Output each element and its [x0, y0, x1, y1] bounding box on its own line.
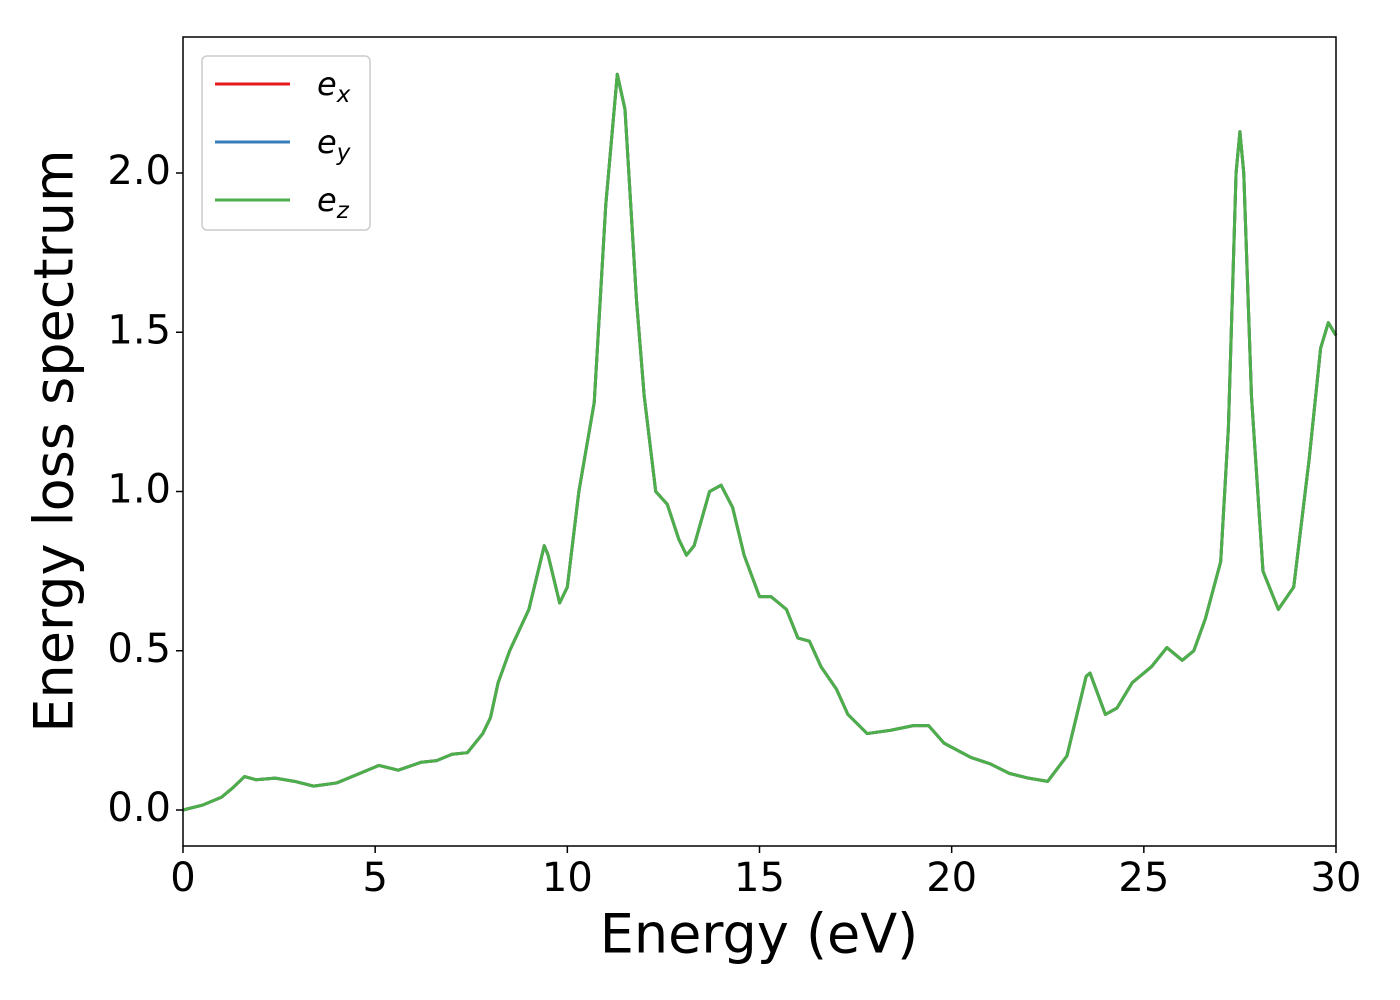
- x-tick-label: 0: [170, 855, 195, 901]
- legend-label: ez: [317, 181, 350, 224]
- x-tick-label: 20: [926, 855, 977, 901]
- x-tick-label: 30: [1311, 855, 1362, 901]
- plot-frame: [182, 36, 1337, 847]
- y-tick-label: 1.5: [107, 307, 171, 353]
- y-tick-label: 0.0: [107, 785, 171, 831]
- x-tick-label: 25: [1118, 855, 1169, 901]
- y-axis-label: Energy loss spectrum: [23, 149, 86, 732]
- x-axis-label: Energy (eV): [600, 903, 919, 966]
- y-tick-label: 1.0: [107, 467, 171, 513]
- y-tick-label: 0.5: [107, 626, 171, 672]
- x-tick-label: 10: [542, 855, 593, 901]
- y-tick-label: 2.0: [107, 148, 171, 194]
- x-tick-label: 5: [362, 855, 387, 901]
- x-tick-label: 15: [734, 855, 785, 901]
- legend-label: ey: [317, 123, 351, 166]
- legend-label: ex: [317, 65, 351, 108]
- series-line: [182, 72, 1338, 812]
